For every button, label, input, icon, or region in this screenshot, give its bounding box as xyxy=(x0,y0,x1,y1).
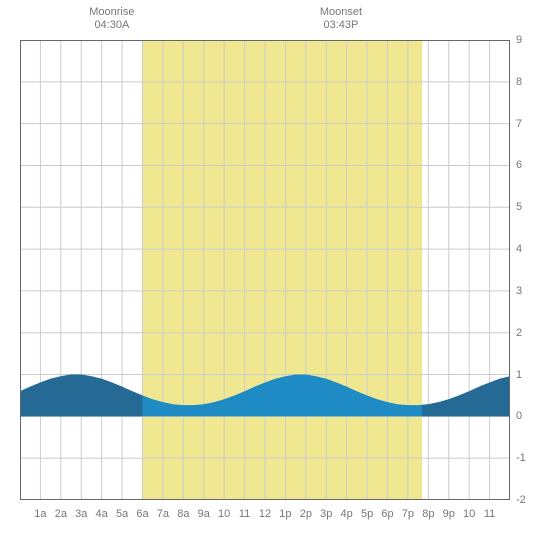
x-tick-label: 8p xyxy=(422,508,434,520)
x-tick-label: 5p xyxy=(361,508,373,520)
x-tick-label: 10 xyxy=(218,508,230,520)
x-tick-label: 4p xyxy=(341,508,353,520)
x-tick-label: 6a xyxy=(136,508,148,520)
x-tick-label: 7a xyxy=(157,508,169,520)
moonrise-time: 04:30A xyxy=(89,19,134,31)
x-tick-label: 7p xyxy=(402,508,414,520)
moonrise-title: Moonrise xyxy=(89,6,134,18)
x-tick-label: 2a xyxy=(55,508,67,520)
moonrise-label: Moonrise 04:30A xyxy=(89,6,134,31)
x-tick-label: 11 xyxy=(484,508,495,520)
tide-moon-chart: Moonrise 04:30A Moonset 03:43P -2-101234… xyxy=(0,0,550,550)
x-tick-label: 3a xyxy=(75,508,87,520)
moonset-title: Moonset xyxy=(320,6,362,18)
x-tick-label: 4a xyxy=(96,508,108,520)
y-tick-label: 0 xyxy=(516,410,522,422)
x-tick-label: 10 xyxy=(463,508,475,520)
y-tick-label: 6 xyxy=(516,159,522,171)
y-tick-label: 4 xyxy=(516,243,522,255)
x-tick-label: 3p xyxy=(320,508,332,520)
x-tick-label: 9p xyxy=(443,508,455,520)
y-tick-label: 7 xyxy=(516,118,522,130)
moonset-time: 03:43P xyxy=(320,19,362,31)
x-tick-label: 2p xyxy=(300,508,312,520)
y-tick-label: -1 xyxy=(516,452,526,464)
y-tick-label: 9 xyxy=(516,34,522,46)
x-tick-label: 5a xyxy=(116,508,128,520)
y-tick-label: 8 xyxy=(516,76,522,88)
x-tick-label: 12 xyxy=(259,508,271,520)
x-tick-label: 9a xyxy=(198,508,210,520)
x-tick-label: 1p xyxy=(279,508,291,520)
x-tick-label: 1a xyxy=(34,508,46,520)
chart-svg xyxy=(20,40,510,500)
x-tick-label: 6p xyxy=(381,508,393,520)
x-tick-label: 8a xyxy=(177,508,189,520)
y-tick-label: 3 xyxy=(516,285,522,297)
y-tick-label: 5 xyxy=(516,201,522,213)
moonset-label: Moonset 03:43P xyxy=(320,6,362,31)
x-tick-label: 11 xyxy=(239,508,250,520)
y-tick-label: -2 xyxy=(516,494,526,506)
y-tick-label: 1 xyxy=(516,369,522,381)
y-tick-label: 2 xyxy=(516,327,522,339)
